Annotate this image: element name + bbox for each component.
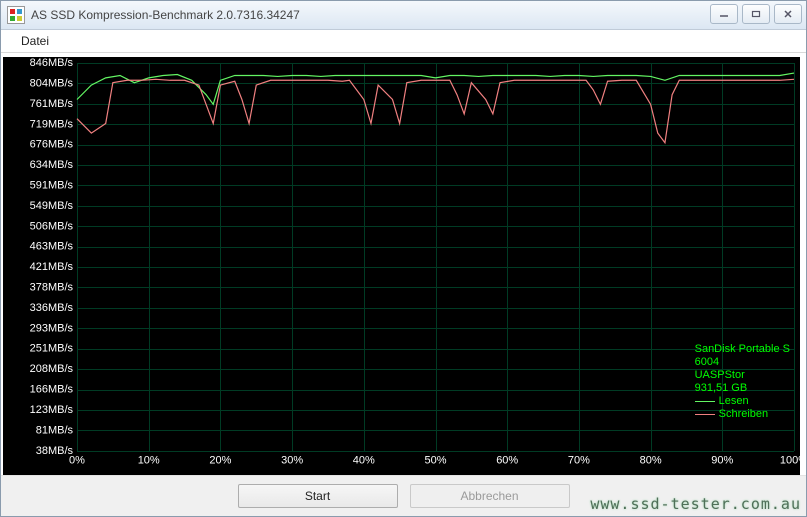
window-controls xyxy=(710,4,802,24)
benchmark-chart xyxy=(3,57,800,475)
button-row: Start Abbrechen xyxy=(1,475,806,516)
chart-legend: SanDisk Portable S6004UASPStor931,51 GBL… xyxy=(693,341,792,423)
titlebar: AS SSD Kompression-Benchmark 2.0.7316.34… xyxy=(1,1,806,30)
window-title: AS SSD Kompression-Benchmark 2.0.7316.34… xyxy=(31,8,300,22)
minimize-button[interactable] xyxy=(710,4,738,24)
legend-info-line: 6004 xyxy=(695,356,790,369)
legend-label: Schreiben xyxy=(719,408,769,421)
app-window: AS SSD Kompression-Benchmark 2.0.7316.34… xyxy=(0,0,807,517)
app-icon xyxy=(7,6,25,24)
chart-area: SanDisk Portable S6004UASPStor931,51 GBL… xyxy=(1,53,806,475)
close-button[interactable] xyxy=(774,4,802,24)
start-button[interactable]: Start xyxy=(238,484,398,508)
maximize-button[interactable] xyxy=(742,4,770,24)
legend-label: Lesen xyxy=(719,395,749,408)
legend-swatch xyxy=(695,414,715,415)
cancel-button[interactable]: Abbrechen xyxy=(410,484,570,508)
legend-swatch xyxy=(695,401,715,402)
legend-info-line: SanDisk Portable S xyxy=(695,343,790,356)
legend-entry: Lesen xyxy=(695,395,790,408)
menu-item-datei[interactable]: Datei xyxy=(13,32,57,50)
chart-holder: SanDisk Portable S6004UASPStor931,51 GBL… xyxy=(3,57,800,475)
legend-info-line: UASPStor xyxy=(695,369,790,382)
legend-entry: Schreiben xyxy=(695,408,790,421)
menubar: Datei xyxy=(1,30,806,53)
legend-info-line: 931,51 GB xyxy=(695,382,790,395)
